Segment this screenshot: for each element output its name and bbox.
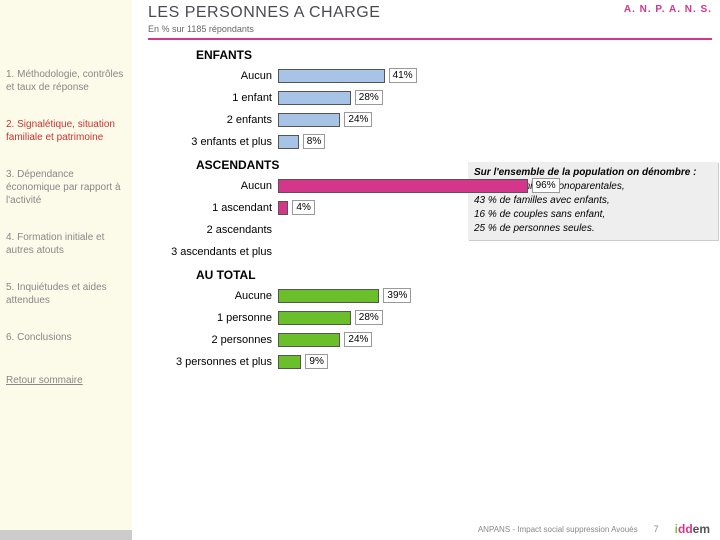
bar-track: 28% — [278, 91, 538, 105]
bar — [278, 179, 528, 193]
bar-track: 4% — [278, 201, 538, 215]
bar — [278, 69, 385, 83]
bar — [278, 355, 301, 369]
bar-track: 28% — [278, 311, 538, 325]
bar — [278, 289, 379, 303]
bar-pct: 24% — [344, 332, 372, 347]
charts-region: Sur l'ensemble de la population on dénom… — [148, 48, 708, 372]
bar-track — [278, 223, 538, 237]
bar — [278, 113, 340, 127]
bar — [278, 311, 351, 325]
bar-pct: 28% — [355, 310, 383, 325]
bar-track: 24% — [278, 333, 538, 347]
row-label: 3 enfants et plus — [148, 136, 278, 148]
chart-row: 1 enfant 28% — [148, 88, 708, 108]
chart-row: 3 enfants et plus 8% — [148, 132, 708, 152]
bar-track: 39% — [278, 289, 538, 303]
row-label: 1 ascendant — [148, 202, 278, 214]
callout-lead: Sur l'ensemble de la population on dénom… — [474, 166, 712, 180]
page-subtitle: En % sur 1185 répondants — [148, 24, 380, 34]
bar-track: 9% — [278, 355, 538, 369]
row-label: 1 personne — [148, 312, 278, 324]
sidebar-item-3[interactable]: 3. Dépendance économique par rapport à l… — [6, 168, 126, 207]
row-label: 2 ascendants — [148, 224, 278, 236]
page-number: 7 — [654, 524, 659, 534]
sidebar-shadow — [0, 530, 132, 540]
bar-pct: 24% — [344, 112, 372, 127]
bar-pct: 96% — [532, 178, 560, 193]
page-title: LES PERSONNES A CHARGE — [148, 4, 380, 22]
bar — [278, 201, 288, 215]
chart-row: 2 enfants 24% — [148, 110, 708, 130]
bar-track: 96% — [278, 179, 538, 193]
bar — [278, 91, 351, 105]
row-label: Aucun — [148, 70, 278, 82]
row-label: 3 ascendants et plus — [148, 246, 278, 258]
bar-pct: 41% — [389, 68, 417, 83]
sidebar: 1. Méthodologie, contrôles et taux de ré… — [0, 0, 132, 540]
bar-pct: 4% — [292, 200, 314, 215]
bar-track — [278, 245, 538, 259]
back-link[interactable]: Retour sommaire — [6, 374, 126, 387]
chart-row: 1 personne 28% — [148, 308, 708, 328]
sidebar-item-2[interactable]: 2. Signalétique, situation familiale et … — [6, 118, 126, 144]
footer-text: ANPANS - Impact social suppression Avoué… — [478, 525, 638, 534]
row-label: 1 enfant — [148, 92, 278, 104]
bar-pct: 9% — [305, 354, 327, 369]
bar — [278, 135, 299, 149]
sidebar-item-4[interactable]: 4. Formation initiale et autres atouts — [6, 231, 126, 257]
bar-track: 24% — [278, 113, 538, 127]
bar — [278, 333, 340, 347]
bar-track: 41% — [278, 69, 538, 83]
chart-row: 3 ascendants et plus — [148, 242, 708, 262]
brand-label: A. N. P. A. N. S. — [624, 4, 712, 15]
row-label: 2 personnes — [148, 334, 278, 346]
sidebar-item-1[interactable]: 1. Méthodologie, contrôles et taux de ré… — [6, 68, 126, 94]
row-label: Aucun — [148, 180, 278, 192]
section-title: AU TOTAL — [196, 268, 708, 282]
chart-row: 2 personnes 24% — [148, 330, 708, 350]
bar-pct: 8% — [303, 134, 325, 149]
divider — [148, 38, 712, 40]
main-panel: LES PERSONNES A CHARGE En % sur 1185 rép… — [140, 0, 720, 540]
section-title: ENFANTS — [196, 48, 708, 62]
row-label: 3 personnes et plus — [148, 356, 278, 368]
chart-row: Aucune 39% — [148, 286, 708, 306]
chart-row: 3 personnes et plus 9% — [148, 352, 708, 372]
row-label: Aucune — [148, 290, 278, 302]
row-label: 2 enfants — [148, 114, 278, 126]
bar-track: 8% — [278, 135, 538, 149]
footer: ANPANS - Impact social suppression Avoué… — [140, 522, 720, 536]
footer-logo: iddem — [675, 522, 710, 536]
chart-row: Aucun 41% — [148, 66, 708, 86]
bar-pct: 28% — [355, 90, 383, 105]
bar-pct: 39% — [383, 288, 411, 303]
sidebar-item-5[interactable]: 5. Inquiétudes et aides attendues — [6, 281, 126, 307]
sidebar-item-6[interactable]: 6. Conclusions — [6, 331, 126, 344]
